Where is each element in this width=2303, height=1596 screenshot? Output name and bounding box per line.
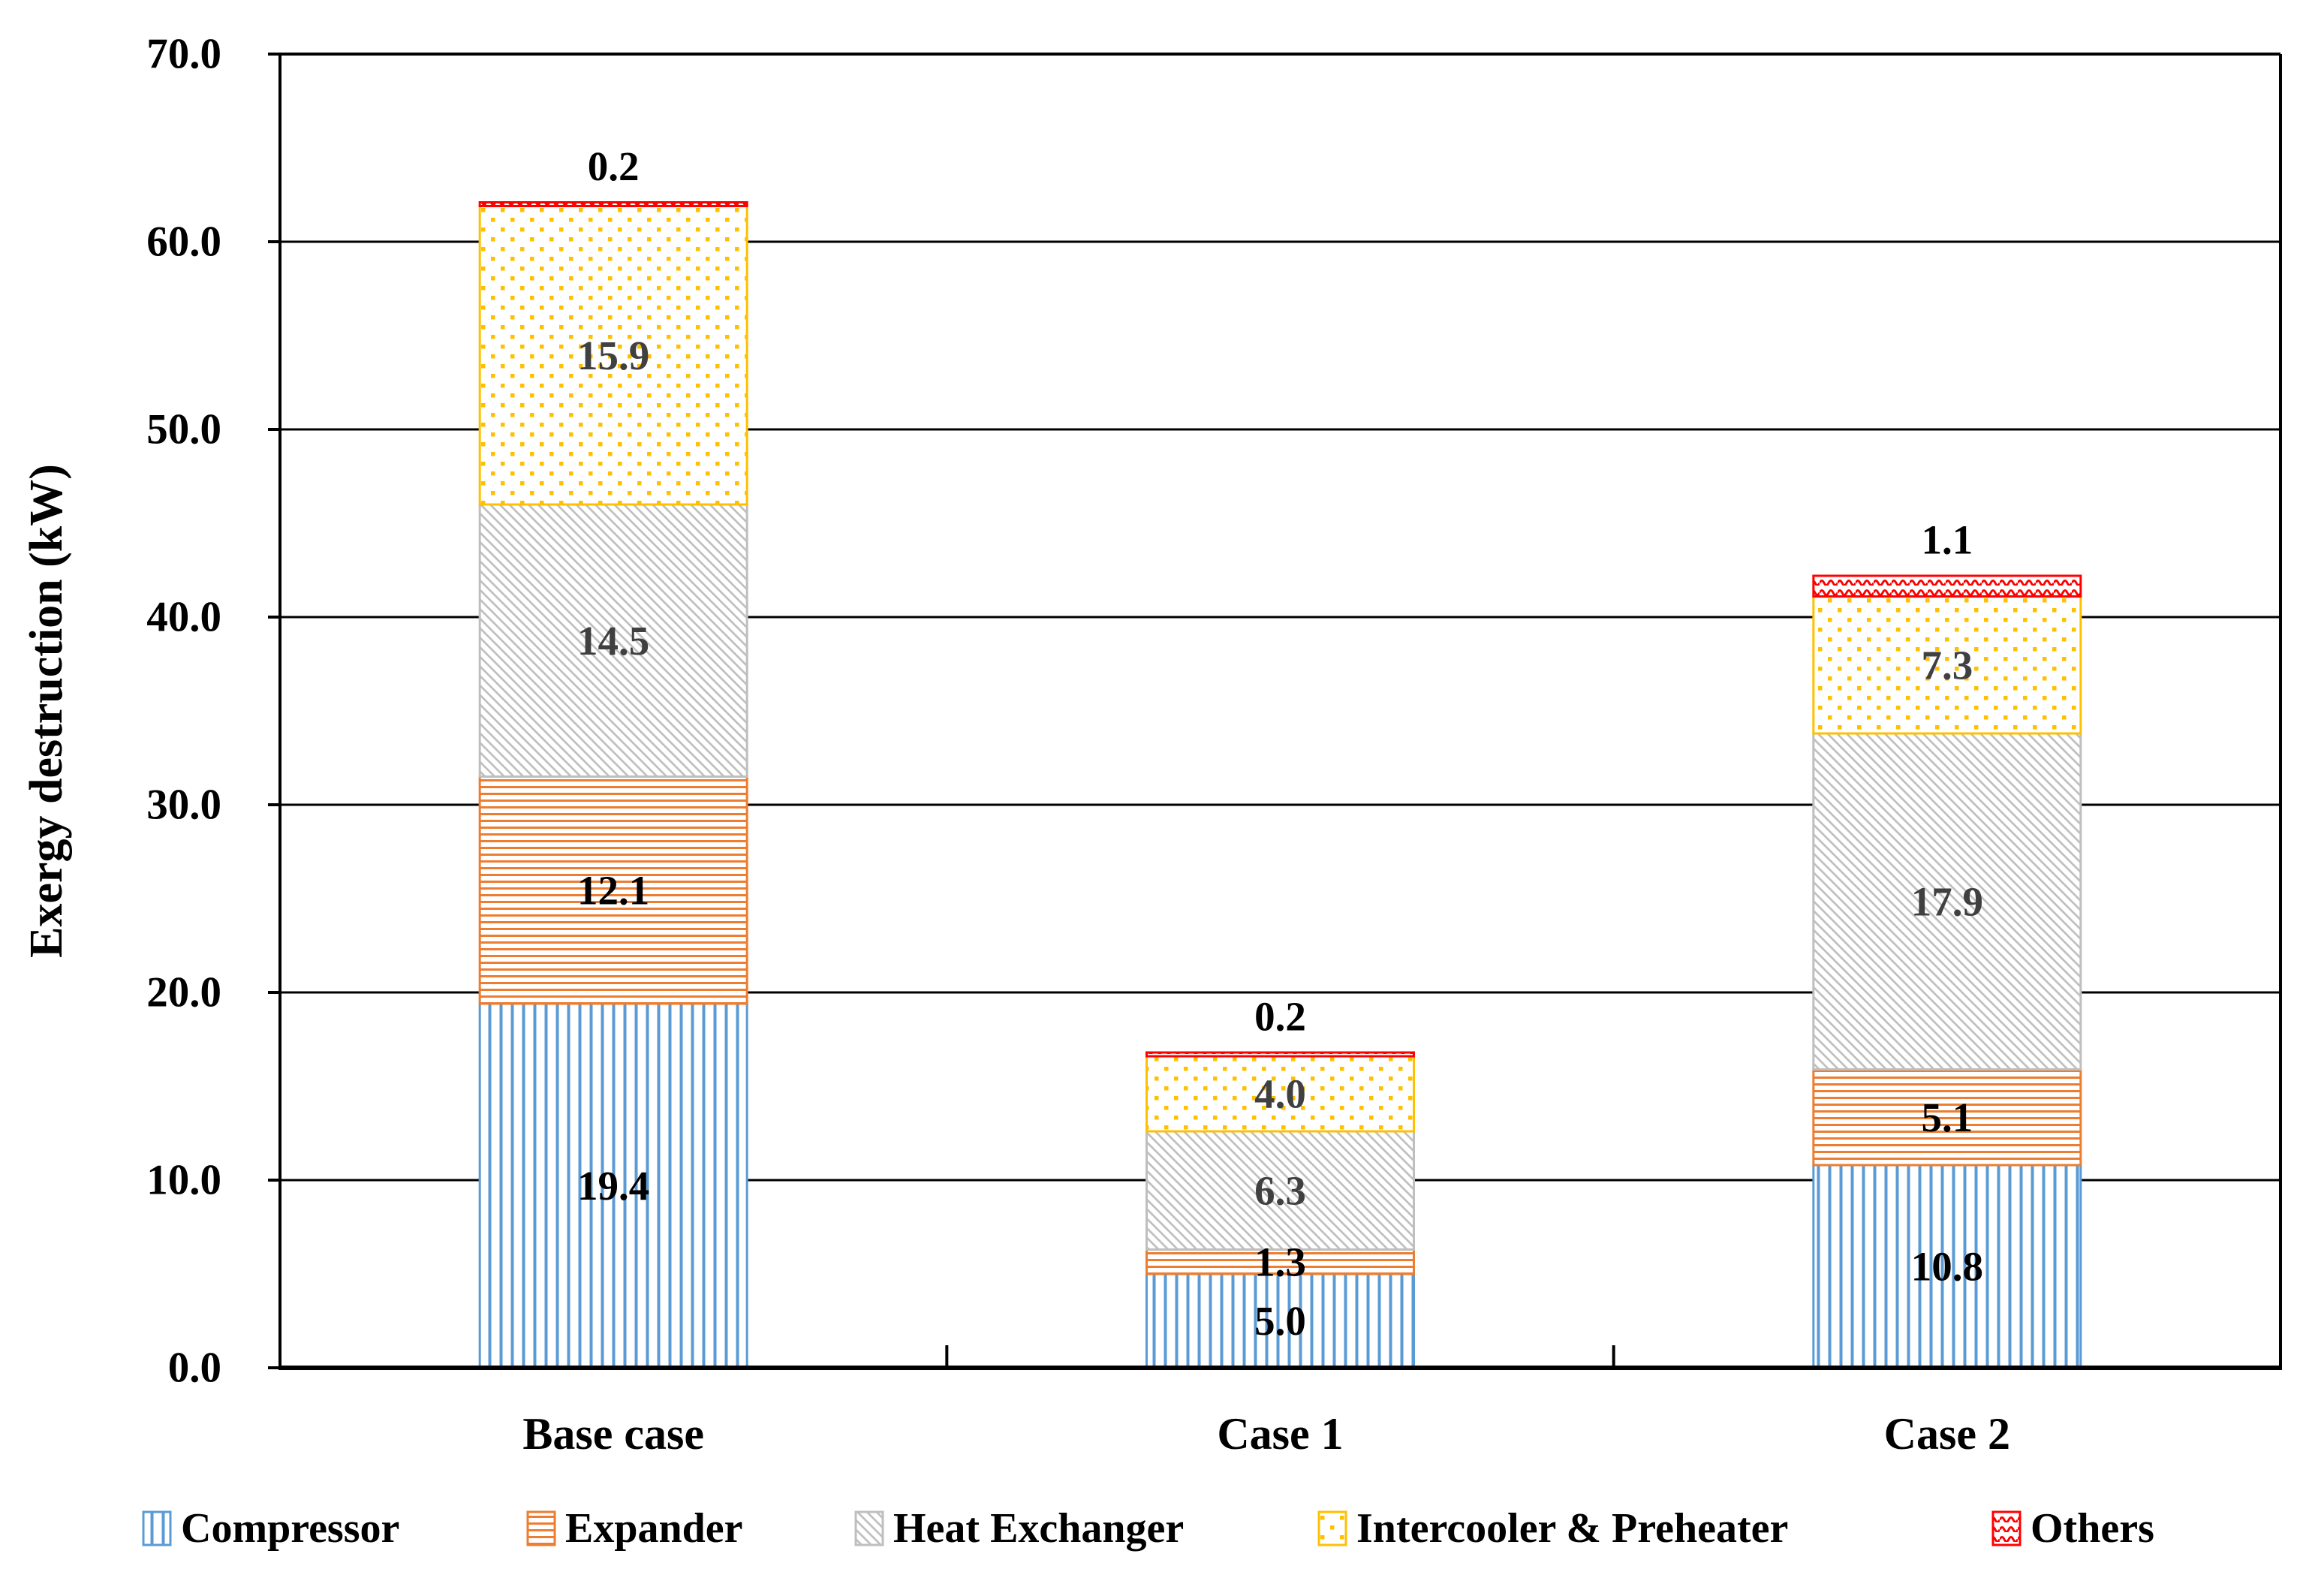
bar-segment-base-case-intercooler-preheater — [478, 205, 748, 506]
y-axis-title: Exergy destruction (kW) — [21, 464, 72, 958]
bar-segment-case-1-expander — [1145, 1248, 1415, 1275]
legend-label-heat-exchanger: Heat Exchanger — [893, 1505, 1184, 1552]
data-label-case-1-compressor: 5.0 — [1254, 1298, 1306, 1344]
x-category-label-case-2: Case 2 — [1884, 1409, 2010, 1459]
bar-segment-case-1-intercooler-preheater — [1145, 1055, 1415, 1133]
bar-segment-base-case-heat-exchanger — [478, 503, 748, 778]
axes — [268, 53, 2282, 1370]
data-label-base-case-heat-exchanger: 14.5 — [577, 618, 649, 664]
bar-segment-case-2-expander — [1812, 1068, 2082, 1167]
bar-segment-case-2-heat-exchanger — [1812, 732, 2082, 1071]
y-tick-label: 40.0 — [146, 594, 221, 641]
data-label-case-2-intercooler-preheater: 7.3 — [1921, 642, 1973, 688]
data-label-base-case-others-above: 0.2 — [588, 143, 640, 189]
y-tick-label: 0.0 — [168, 1345, 221, 1392]
x-category-label-base-case: Base case — [522, 1409, 704, 1459]
y-tick-label: 30.0 — [146, 781, 221, 829]
data-label-case-1-others-above: 0.2 — [1254, 994, 1306, 1040]
data-label-case-1-heat-exchanger: 6.3 — [1254, 1167, 1306, 1213]
y-tick-label: 50.0 — [146, 406, 221, 453]
x-category-label-case-1: Case 1 — [1217, 1409, 1343, 1459]
bar-segment-case-2-compressor — [1812, 1164, 2082, 1369]
bar-segment-case-1-others — [1145, 1051, 1415, 1058]
data-label-case-2-others-above: 1.1 — [1921, 517, 1973, 563]
data-label-case-2-expander: 5.1 — [1921, 1095, 1973, 1140]
data-label-case-2-heat-exchanger: 17.9 — [1911, 878, 1983, 924]
data-label-base-case-intercooler-preheater: 15.9 — [577, 333, 649, 378]
y-tick-label: 10.0 — [146, 1157, 221, 1204]
y-tick-label: 20.0 — [146, 969, 221, 1016]
legend-label-intercooler-preheater: Intercooler & Preheater — [1356, 1505, 1788, 1552]
bar-segment-case-1-heat-exchanger — [1145, 1130, 1415, 1251]
data-label-base-case-compressor: 19.4 — [577, 1163, 649, 1209]
bar-segment-case-2-others — [1812, 574, 2082, 598]
bar-segment-base-case-expander — [478, 775, 748, 1005]
legend-label-others: Others — [2031, 1505, 2154, 1552]
legend-swatch-others — [1991, 1510, 2022, 1546]
legend-label-compressor: Compressor — [181, 1505, 399, 1552]
legend-label-expander: Expander — [565, 1505, 743, 1552]
data-label-case-1-expander: 1.3 — [1254, 1239, 1306, 1284]
y-tick-label: 60.0 — [146, 218, 221, 266]
legend-swatch-compressor — [142, 1510, 172, 1546]
data-label-case-2-compressor: 10.8 — [1911, 1244, 1983, 1290]
bars — [478, 201, 2082, 1369]
bar-segment-base-case-others — [478, 201, 748, 207]
data-label-case-1-intercooler-preheater: 4.0 — [1254, 1071, 1306, 1117]
legend-swatch-expander — [526, 1510, 556, 1546]
legend: Compressor Expander Heat Exchanger Intercoo… — [142, 1505, 2154, 1552]
data-label-base-case-expander: 12.1 — [577, 867, 649, 913]
legend-swatch-heat-exchanger — [854, 1510, 884, 1546]
legend-swatch-intercooler-preheater — [1317, 1510, 1347, 1546]
y-tick-label: 70.0 — [146, 31, 221, 78]
bar-segment-case-2-intercooler-preheater — [1812, 595, 2082, 735]
labels: 0.0 10.0 20.0 30.0 40.0 50.0 60.0 70.0 19.4 12.1 1… — [146, 31, 2010, 1459]
